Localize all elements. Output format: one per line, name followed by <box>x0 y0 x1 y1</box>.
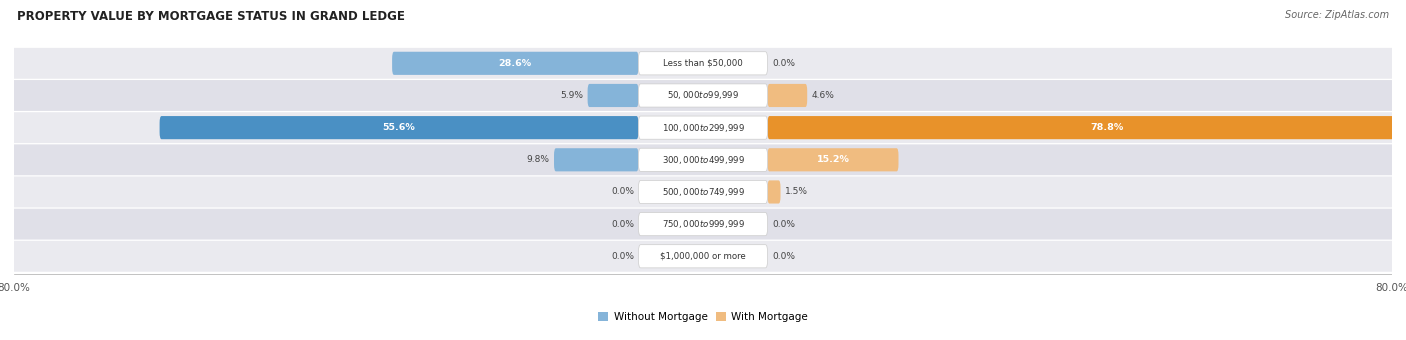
FancyBboxPatch shape <box>638 245 768 268</box>
FancyBboxPatch shape <box>768 116 1406 139</box>
Text: $50,000 to $99,999: $50,000 to $99,999 <box>666 89 740 101</box>
FancyBboxPatch shape <box>6 48 1400 79</box>
FancyBboxPatch shape <box>638 52 768 75</box>
Text: 0.0%: 0.0% <box>612 252 634 261</box>
Text: Less than $50,000: Less than $50,000 <box>664 59 742 68</box>
FancyBboxPatch shape <box>160 116 638 139</box>
Legend: Without Mortgage, With Mortgage: Without Mortgage, With Mortgage <box>593 308 813 326</box>
Text: $750,000 to $999,999: $750,000 to $999,999 <box>661 218 745 230</box>
Text: 0.0%: 0.0% <box>612 187 634 197</box>
Text: 5.9%: 5.9% <box>561 91 583 100</box>
FancyBboxPatch shape <box>6 80 1400 111</box>
FancyBboxPatch shape <box>638 181 768 204</box>
FancyBboxPatch shape <box>588 84 638 107</box>
Text: $500,000 to $749,999: $500,000 to $749,999 <box>661 186 745 198</box>
FancyBboxPatch shape <box>638 84 768 107</box>
FancyBboxPatch shape <box>638 148 768 171</box>
Text: 1.5%: 1.5% <box>785 187 808 197</box>
Text: 9.8%: 9.8% <box>527 155 550 164</box>
FancyBboxPatch shape <box>6 176 1400 207</box>
Text: 4.6%: 4.6% <box>811 91 834 100</box>
FancyBboxPatch shape <box>768 84 807 107</box>
Text: 0.0%: 0.0% <box>612 220 634 228</box>
FancyBboxPatch shape <box>392 52 638 75</box>
FancyBboxPatch shape <box>554 148 638 171</box>
FancyBboxPatch shape <box>6 241 1400 272</box>
Text: 0.0%: 0.0% <box>772 252 794 261</box>
FancyBboxPatch shape <box>768 181 780 204</box>
Text: 15.2%: 15.2% <box>817 155 849 164</box>
FancyBboxPatch shape <box>638 212 768 236</box>
Text: 78.8%: 78.8% <box>1090 123 1123 132</box>
Text: PROPERTY VALUE BY MORTGAGE STATUS IN GRAND LEDGE: PROPERTY VALUE BY MORTGAGE STATUS IN GRA… <box>17 10 405 23</box>
Text: $1,000,000 or more: $1,000,000 or more <box>661 252 745 261</box>
Text: 55.6%: 55.6% <box>382 123 415 132</box>
FancyBboxPatch shape <box>638 116 768 139</box>
Text: 0.0%: 0.0% <box>772 220 794 228</box>
Text: $300,000 to $499,999: $300,000 to $499,999 <box>661 154 745 166</box>
Text: 0.0%: 0.0% <box>772 59 794 68</box>
Text: $100,000 to $299,999: $100,000 to $299,999 <box>662 122 744 134</box>
FancyBboxPatch shape <box>6 144 1400 175</box>
Text: 28.6%: 28.6% <box>499 59 531 68</box>
FancyBboxPatch shape <box>768 148 898 171</box>
FancyBboxPatch shape <box>6 112 1400 143</box>
FancyBboxPatch shape <box>6 209 1400 240</box>
Text: Source: ZipAtlas.com: Source: ZipAtlas.com <box>1285 10 1389 20</box>
